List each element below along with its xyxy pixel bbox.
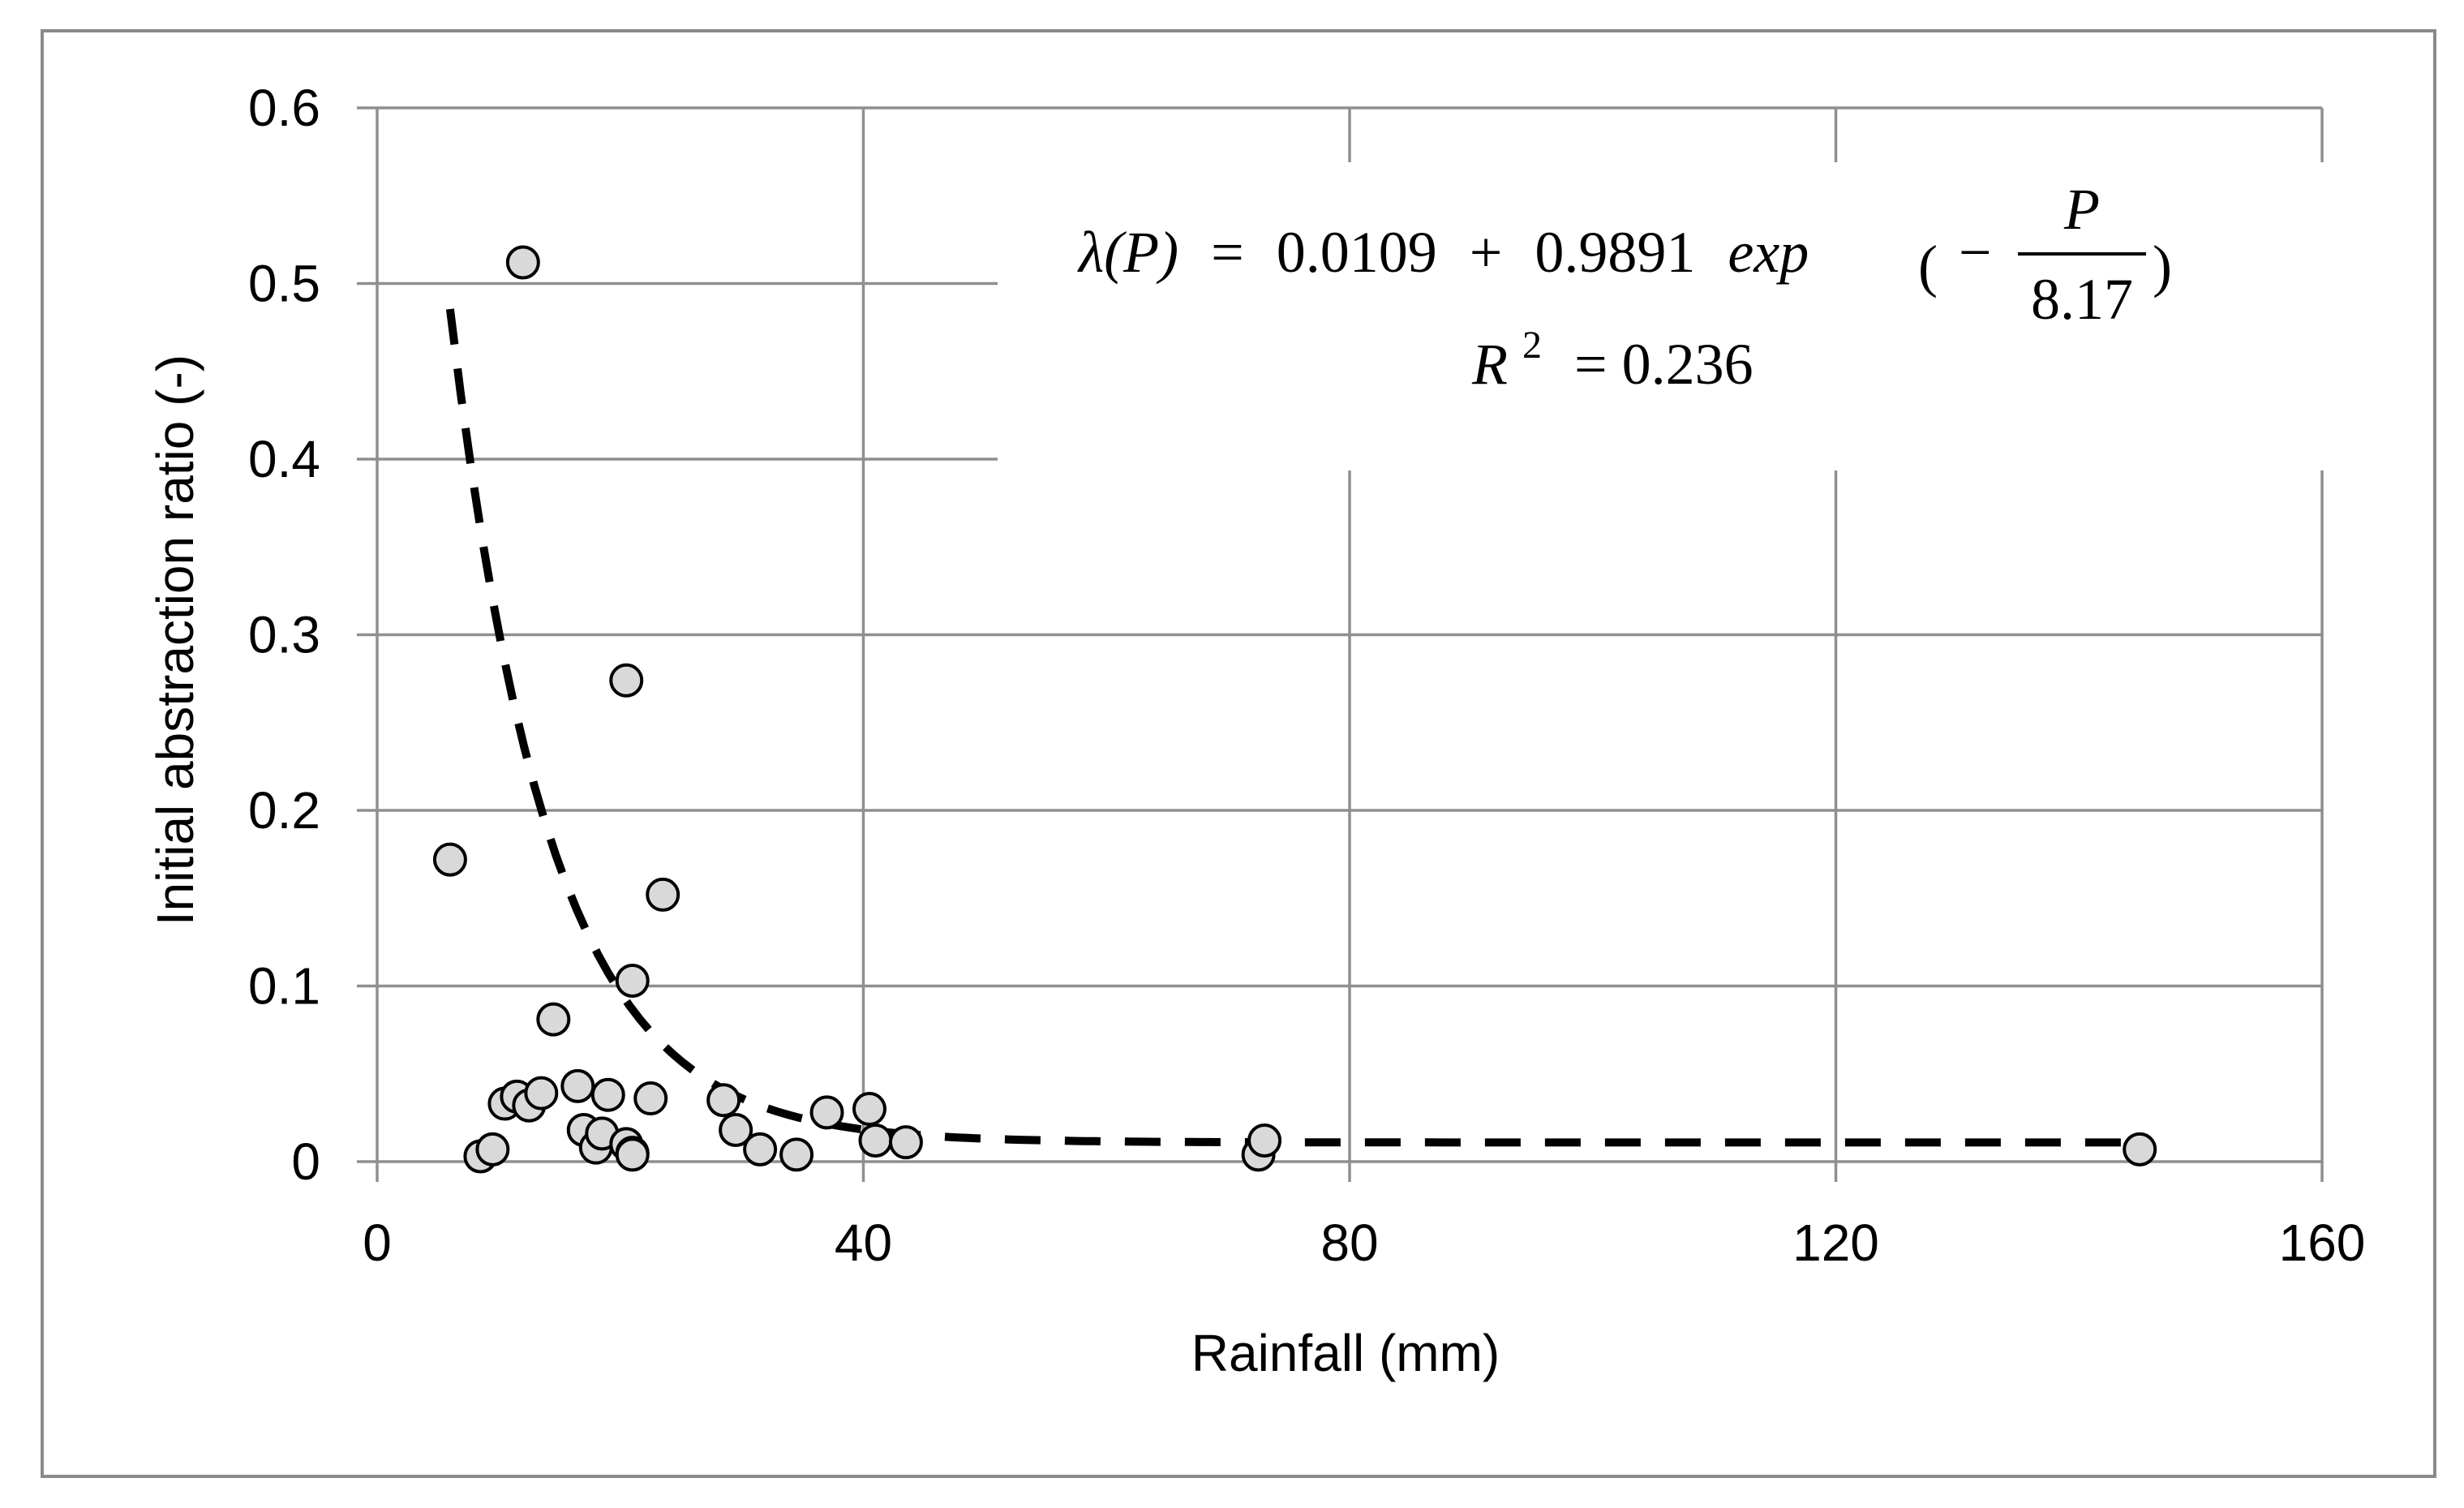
x-tick-label: 160	[2279, 1214, 2366, 1272]
data-point	[615, 1137, 650, 1172]
data-point	[1247, 1123, 1282, 1158]
x-tick-label: 0	[363, 1214, 392, 1272]
equation-annotation: λ(P) = 0.0109 + 0.9891 exp ( − P 8.17 ) …	[998, 162, 2328, 470]
eq-a: 0.0109	[1277, 220, 1437, 285]
y-tick-label: 0.3	[248, 606, 320, 664]
eq-b: 0.9891	[1535, 220, 1695, 285]
data-point	[560, 1068, 595, 1103]
eq-denominator: 8.17	[2031, 267, 2133, 332]
data-point	[809, 1095, 844, 1130]
y-tick-label: 0.4	[248, 430, 320, 488]
data-point	[646, 877, 680, 912]
data-point	[706, 1083, 741, 1118]
eq-equals: =	[1211, 220, 1244, 285]
eq-plus: +	[1470, 220, 1503, 285]
r2-value: = 0.236	[1574, 332, 1754, 397]
x-tick-label: 80	[1320, 1214, 1378, 1272]
y-tick-labels: 0 0.1 0.2 0.3 0.4 0.5 0.6	[248, 79, 320, 1191]
eq-right-paren: )	[2153, 234, 2172, 299]
data-point	[524, 1076, 559, 1111]
y-axis-title: Initial abstraction ratio (-)	[146, 354, 204, 926]
r2-symbol: R	[1471, 332, 1508, 397]
data-point	[609, 663, 644, 698]
data-point	[633, 1081, 668, 1116]
y-tick-label: 0.1	[248, 957, 320, 1016]
data-point	[590, 1077, 625, 1112]
data-point	[779, 1137, 814, 1172]
eq-func: exp	[1728, 220, 1809, 285]
axes	[357, 108, 2322, 1182]
data-point	[852, 1092, 886, 1127]
eq-minus: −	[1959, 220, 1992, 285]
data-point	[858, 1123, 893, 1158]
r-squared: R 2 = 0.236	[1471, 306, 1754, 397]
data-point	[2123, 1132, 2157, 1166]
fit-equation: λ(P) = 0.0109 + 0.9891 exp	[1077, 220, 1809, 285]
data-point	[719, 1113, 753, 1148]
y-tick-label: 0.2	[248, 781, 320, 840]
y-tick-label: 0	[291, 1132, 320, 1191]
data-point	[432, 842, 467, 877]
r2-exponent: 2	[1522, 324, 1542, 367]
data-point	[888, 1125, 923, 1160]
x-axis-title: Rainfall (mm)	[1191, 1324, 1500, 1382]
eq-lhs: λ(P)	[1077, 220, 1178, 285]
x-tick-label: 120	[1792, 1214, 1879, 1272]
data-point	[475, 1132, 510, 1166]
y-tick-label: 0.6	[248, 79, 320, 137]
x-tick-label: 40	[835, 1214, 892, 1272]
data-point	[536, 1002, 571, 1037]
equation-background	[998, 162, 2328, 470]
data-point	[505, 245, 540, 280]
eq-left-paren: (	[1918, 234, 1938, 299]
y-tick-label: 0.5	[248, 255, 320, 313]
data-point	[615, 964, 650, 999]
data-points	[432, 245, 2157, 1174]
data-point	[743, 1132, 778, 1166]
eq-numerator: P	[2063, 177, 2100, 242]
x-tick-labels: 0 40 80 120 160	[363, 1214, 2365, 1272]
